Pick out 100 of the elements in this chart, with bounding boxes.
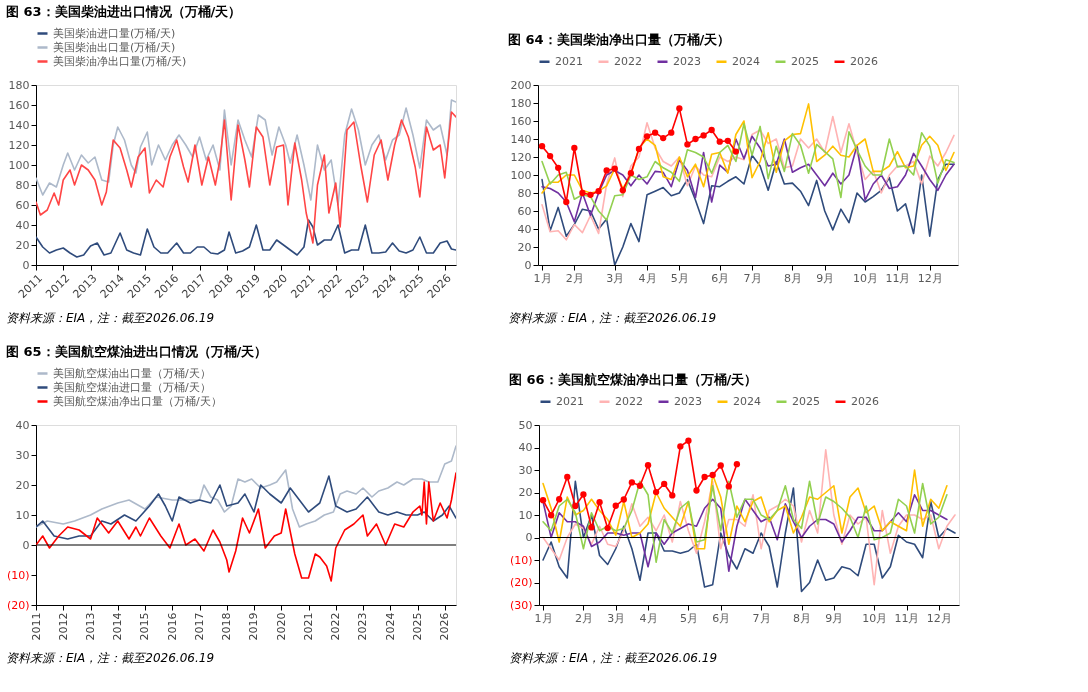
x-tick-label: 2020 bbox=[274, 612, 288, 641]
x-tick-label: 2025 bbox=[411, 612, 425, 641]
legend-label: 2023 bbox=[673, 54, 701, 68]
x-tick-label: 2012 bbox=[56, 612, 70, 641]
x-tick-label: 12月 bbox=[917, 271, 943, 285]
x-tick-label: 5月 bbox=[679, 611, 698, 625]
y-tick-label: 40 bbox=[15, 418, 30, 432]
y-tick-label: 10 bbox=[518, 508, 533, 522]
x-tick-label: 2021 bbox=[302, 612, 316, 641]
text: 资料来源：EIA，注：截至2026.06.19 bbox=[6, 311, 215, 325]
y-tick-label: 180 bbox=[8, 78, 30, 92]
y-tick-label: 20 bbox=[518, 486, 533, 499]
x-tick-label: 3月 bbox=[606, 271, 625, 285]
y-tick-label: 80 bbox=[517, 186, 532, 200]
y-tick-label: (10) bbox=[6, 568, 30, 582]
x-tick-label: 2月 bbox=[574, 611, 593, 625]
x-tick-label: 4月 bbox=[639, 611, 658, 625]
legend-label: 美国柴油出口量(万桶/天) bbox=[53, 40, 176, 54]
chart-title: 图 65：美国航空煤油进出口情况（万桶/天） bbox=[6, 344, 268, 359]
x-tick-label: 4月 bbox=[638, 271, 657, 285]
x-tick-label: 12月 bbox=[926, 611, 952, 625]
legend-label: 2025 bbox=[791, 54, 819, 68]
x-tick-label: 10月 bbox=[853, 271, 879, 285]
y-tick-label: (30) bbox=[509, 598, 533, 612]
y-tick-label: 0 bbox=[525, 531, 533, 544]
legend-label: 2022 bbox=[615, 394, 643, 408]
chart-title: 图 63：美国柴油进出口情况（万桶/天） bbox=[6, 4, 242, 19]
y-tick-label: 0 bbox=[524, 258, 532, 272]
y-tick-label: 140 bbox=[510, 132, 532, 146]
y-tick-label: 200 bbox=[510, 78, 532, 92]
chart-title: 图 64：美国柴油净出口量（万桶/天） bbox=[508, 32, 731, 47]
y-tick-label: 40 bbox=[517, 222, 532, 236]
x-tick-label: 11月 bbox=[885, 271, 911, 285]
y-tick-label: 80 bbox=[15, 178, 30, 192]
y-tick-label: 20 bbox=[15, 238, 30, 252]
x-tick-label: 2011 bbox=[29, 612, 43, 641]
legend-label: 2022 bbox=[614, 54, 642, 68]
y-tick-label: 60 bbox=[517, 204, 532, 218]
y-tick-label: 120 bbox=[510, 150, 532, 164]
y-tick-label: 160 bbox=[510, 114, 532, 128]
y-tick-label: 140 bbox=[8, 118, 30, 132]
x-tick-label: 2017 bbox=[193, 612, 207, 641]
y-tick-label: 30 bbox=[15, 448, 30, 462]
y-tick-label: 0 bbox=[22, 538, 30, 552]
y-tick-label: 60 bbox=[15, 198, 30, 212]
x-tick-label: 2024 bbox=[383, 612, 397, 641]
legend-label: 美国航空煤油进口量（万桶/天） bbox=[53, 380, 211, 394]
legend-label: 2026 bbox=[850, 54, 878, 68]
x-tick-label: 11月 bbox=[894, 611, 920, 625]
x-tick-label: 3月 bbox=[607, 611, 626, 625]
x-tick-label: 2014 bbox=[111, 612, 125, 641]
x-tick-label: 2013 bbox=[84, 612, 98, 641]
x-tick-label: 7月 bbox=[752, 611, 771, 625]
x-tick-label: 2022 bbox=[329, 612, 343, 641]
legend-label: 2023 bbox=[674, 394, 702, 408]
legend-label: 美国柴油进口量(万桶/天) bbox=[53, 26, 176, 40]
y-tick-label: 50 bbox=[518, 418, 533, 432]
y-tick-label: 160 bbox=[8, 98, 30, 112]
x-tick-label: 9月 bbox=[816, 271, 835, 285]
x-tick-label: 2月 bbox=[565, 271, 584, 285]
legend-label: 2025 bbox=[792, 394, 820, 408]
x-tick-label: 1月 bbox=[533, 271, 552, 285]
y-tick-label: 10 bbox=[15, 508, 30, 522]
y-tick-label: 120 bbox=[8, 138, 30, 152]
x-tick-label: 2026 bbox=[438, 612, 452, 641]
y-tick-label: (20) bbox=[6, 598, 30, 612]
x-tick-label: 2015 bbox=[138, 612, 152, 641]
x-tick-label: 7月 bbox=[743, 271, 762, 285]
legend-label: 2021 bbox=[556, 394, 584, 408]
y-tick-label: (20) bbox=[509, 576, 533, 589]
x-tick-label: 8月 bbox=[783, 271, 802, 285]
y-tick-label: 40 bbox=[518, 441, 533, 454]
text: 资料来源：EIA，注：截至2026.06.19 bbox=[509, 651, 718, 665]
y-tick-label: 100 bbox=[510, 168, 532, 182]
legend-label: 2026 bbox=[851, 394, 879, 408]
text: 资料来源：EIA，注：截至2026.06.19 bbox=[508, 311, 717, 325]
chart-title: 图 66：美国航空煤油净出口量（万桶/天） bbox=[509, 372, 758, 387]
legend-label: 2024 bbox=[732, 54, 760, 68]
y-tick-label: 40 bbox=[15, 218, 30, 232]
x-tick-label: 10月 bbox=[862, 611, 888, 625]
x-tick-label: 1月 bbox=[534, 611, 553, 625]
text: 资料来源：EIA，注：截至2026.06.19 bbox=[6, 651, 215, 665]
y-tick-label: (10) bbox=[509, 553, 533, 567]
x-tick-label: 2018 bbox=[220, 612, 234, 641]
legend-label: 美国柴油净出口量(万桶/天) bbox=[53, 54, 187, 68]
x-tick-label: 2016 bbox=[165, 612, 179, 641]
y-tick-label: 20 bbox=[517, 240, 532, 254]
x-tick-label: 2019 bbox=[247, 612, 261, 641]
y-tick-label: 30 bbox=[518, 463, 533, 477]
y-tick-label: 0 bbox=[22, 258, 30, 272]
x-tick-label: 5月 bbox=[670, 271, 689, 285]
legend-label: 美国航空煤油净出口量（万桶/天） bbox=[53, 394, 222, 408]
y-tick-label: 180 bbox=[510, 96, 532, 110]
legend-label: 2024 bbox=[733, 394, 761, 408]
x-tick-label: 9月 bbox=[825, 611, 844, 625]
x-tick-label: 6月 bbox=[711, 271, 730, 285]
x-tick-label: 6月 bbox=[712, 611, 731, 625]
x-tick-label: 2023 bbox=[356, 612, 370, 641]
x-tick-label: 8月 bbox=[793, 611, 811, 625]
y-tick-label: 100 bbox=[8, 158, 30, 172]
